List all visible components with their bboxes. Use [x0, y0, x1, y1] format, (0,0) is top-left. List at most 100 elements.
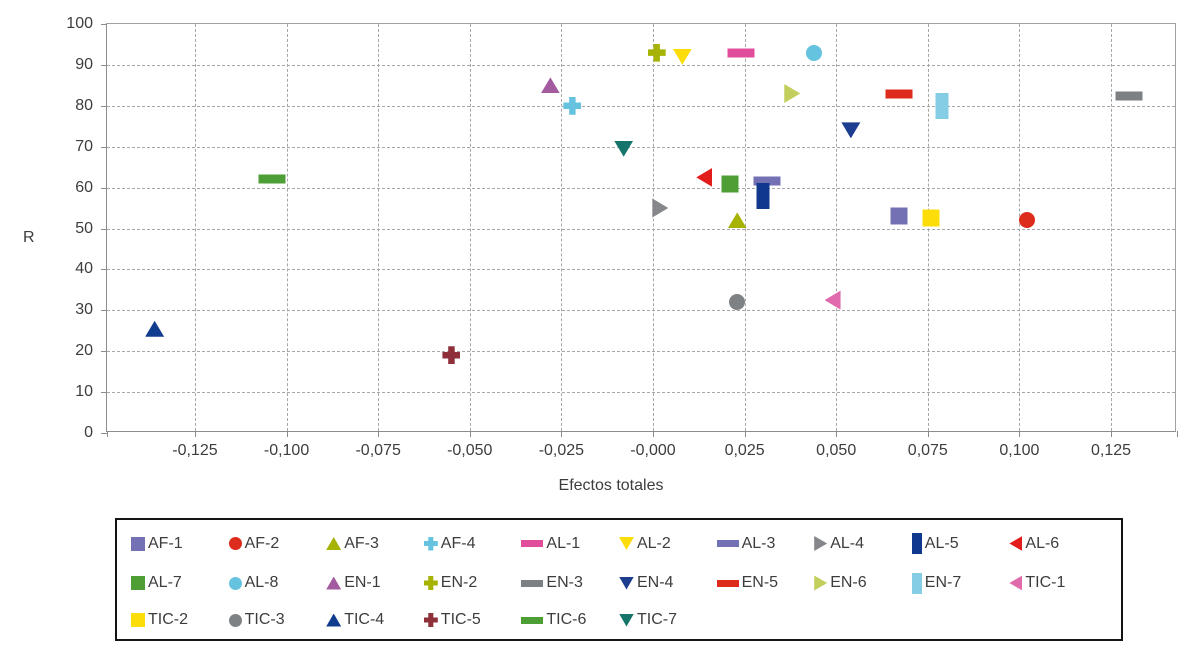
gridline-vertical [469, 24, 471, 431]
legend-item-AL-6: AL-6 [1009, 533, 1107, 554]
gridline-horizontal [107, 392, 1175, 394]
circle-marker [228, 576, 242, 590]
gridline-vertical [194, 24, 196, 431]
x-tick-label: 0,025 [724, 442, 765, 459]
tri-up-marker [326, 576, 342, 590]
y-tick-label: 60 [75, 178, 93, 196]
y-tick-label: 30 [75, 301, 93, 319]
gridline-horizontal [107, 351, 1175, 353]
y-tick-label: 0 [84, 424, 93, 441]
data-point-AL-4 [652, 198, 669, 218]
legend-label: AF-4 [440, 534, 476, 552]
data-point-AL-7 [721, 175, 739, 192]
legend-item-AF-1: AF-1 [131, 533, 229, 554]
x-tick-label: -0,050 [447, 442, 493, 459]
legend-label: TIC-5 [440, 611, 481, 628]
legend-label: TIC-1 [1025, 574, 1066, 591]
y-axis-tick [101, 269, 107, 271]
x-axis-tick [836, 431, 838, 437]
legend-label: EN-4 [636, 574, 674, 591]
x-tick-label: -0,125 [172, 442, 218, 459]
square-marker [131, 576, 145, 590]
gridline-vertical [1111, 24, 1113, 431]
legend-label: EN-3 [546, 574, 583, 591]
data-point-TIC-2 [922, 209, 940, 227]
data-point-TIC-3 [729, 294, 746, 311]
data-point-AF-1 [890, 207, 907, 225]
legend-label: AL-2 [636, 534, 671, 552]
y-tick-label: 70 [75, 137, 93, 155]
vbar-marker [911, 572, 922, 594]
x-tick-label: 0,075 [907, 442, 948, 459]
circle-marker [228, 537, 242, 550]
gridline-horizontal [107, 187, 1175, 189]
vbar-marker [911, 533, 922, 554]
hbar-marker [716, 579, 739, 587]
legend-label: AL-1 [546, 534, 581, 552]
hbar-marker [521, 616, 544, 624]
tri-down-marker [618, 576, 634, 590]
x-axis-tick [1177, 431, 1178, 437]
tri-right-marker [814, 575, 828, 591]
y-axis-tick [101, 310, 107, 312]
x-axis-tick [652, 431, 654, 437]
legend-item-AL-1: AL-1 [521, 533, 619, 554]
gridline-vertical [927, 24, 929, 431]
legend-label: TIC-4 [344, 611, 385, 628]
legend-item-AF-3: AF-3 [326, 533, 424, 554]
x-axis-tick [927, 431, 929, 437]
legend-label: AL-8 [244, 574, 279, 591]
data-point-EN-4 [841, 122, 861, 139]
data-point-AF-2 [1018, 212, 1035, 229]
y-axis-tick [101, 64, 107, 66]
legend-label: TIC-7 [636, 611, 677, 628]
legend-item-AF-4: AF-4 [423, 533, 522, 554]
tri-up-marker [326, 537, 342, 550]
x-axis-tick [469, 431, 471, 437]
hbar-marker [521, 579, 544, 587]
legend-box: AF-1 AF-2 AF-3 AF-4 AL-1 AL-2 AL-3 AL-4 AL-5 AL-6… [115, 518, 1123, 641]
gridline-vertical [561, 24, 563, 431]
data-point-TIC-4 [145, 320, 165, 337]
plus-marker [423, 536, 438, 551]
tri-down-marker [618, 613, 634, 627]
hbar-marker [716, 540, 739, 547]
gridline-horizontal [107, 105, 1175, 107]
square-marker [131, 536, 145, 551]
x-tick-label: -0,000 [630, 442, 676, 459]
legend-item-AF-2: AF-2 [228, 533, 327, 554]
legend-label: TIC-2 [148, 611, 188, 628]
y-axis-tick [101, 187, 107, 189]
legend-label: AL-3 [741, 534, 776, 552]
legend-label: TIC-6 [546, 611, 587, 628]
legend-label: AF-2 [244, 534, 280, 552]
x-axis-tick [1019, 431, 1021, 437]
legend-label: AL-4 [830, 534, 864, 552]
gridline-vertical [1019, 24, 1021, 431]
x-axis-tick [1111, 431, 1113, 437]
legend-item-EN-4: EN-4 [618, 573, 717, 594]
x-axis-tick [561, 431, 563, 437]
y-axis-tick [101, 433, 107, 434]
legend-item-EN-1: EN-1 [326, 573, 424, 594]
data-point-EN-7 [935, 92, 949, 119]
legend-item-TIC-4: TIC-4 [326, 612, 424, 628]
data-point-TIC-5 [442, 346, 461, 365]
data-point-AL-2 [672, 48, 692, 65]
data-point-TIC-1 [824, 290, 841, 310]
legend-item-AL-5: AL-5 [911, 533, 1010, 554]
plus-marker [423, 576, 438, 590]
gridline-vertical [378, 24, 380, 431]
y-tick-label: 90 [75, 55, 93, 73]
gridline-horizontal [107, 64, 1175, 66]
gridline-vertical [652, 24, 654, 431]
legend-item-EN-3: EN-3 [521, 573, 619, 594]
data-point-EN-5 [885, 89, 912, 99]
y-axis-tick [101, 105, 107, 107]
y-axis-tick [101, 146, 107, 148]
y-tick-label: 50 [75, 219, 93, 237]
legend-item-AL-2: AL-2 [618, 533, 717, 554]
x-axis-tick [286, 431, 288, 437]
legend-item-TIC-7: TIC-7 [618, 611, 717, 628]
legend-item-EN-7: EN-7 [911, 572, 1010, 594]
